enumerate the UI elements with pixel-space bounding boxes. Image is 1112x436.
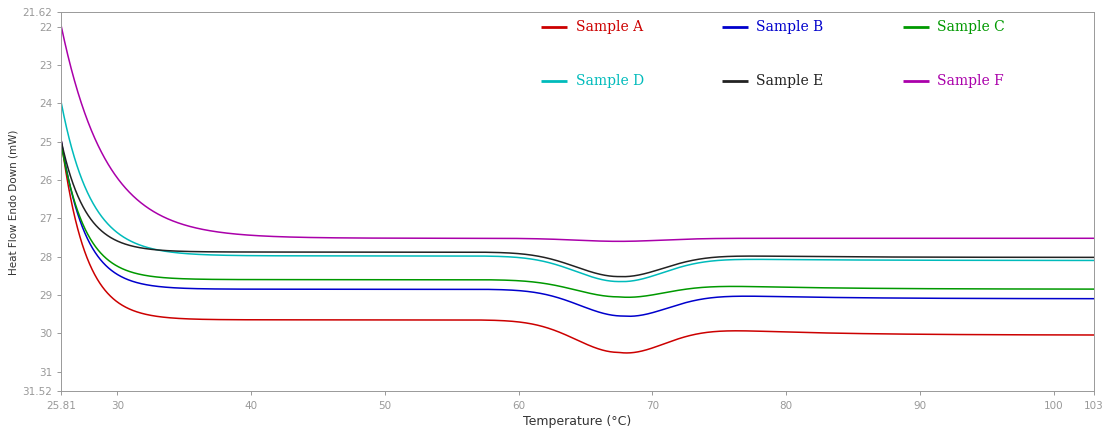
Text: Sample E: Sample E — [756, 74, 824, 88]
Text: Sample D: Sample D — [576, 74, 644, 88]
Text: Sample A: Sample A — [576, 20, 643, 34]
Text: Sample F: Sample F — [937, 74, 1004, 88]
Text: Sample B: Sample B — [756, 20, 824, 34]
X-axis label: Temperature (°C): Temperature (°C) — [524, 415, 632, 428]
Y-axis label: Heat Flow Endo Down (mW): Heat Flow Endo Down (mW) — [8, 129, 18, 275]
Text: Sample C: Sample C — [937, 20, 1004, 34]
